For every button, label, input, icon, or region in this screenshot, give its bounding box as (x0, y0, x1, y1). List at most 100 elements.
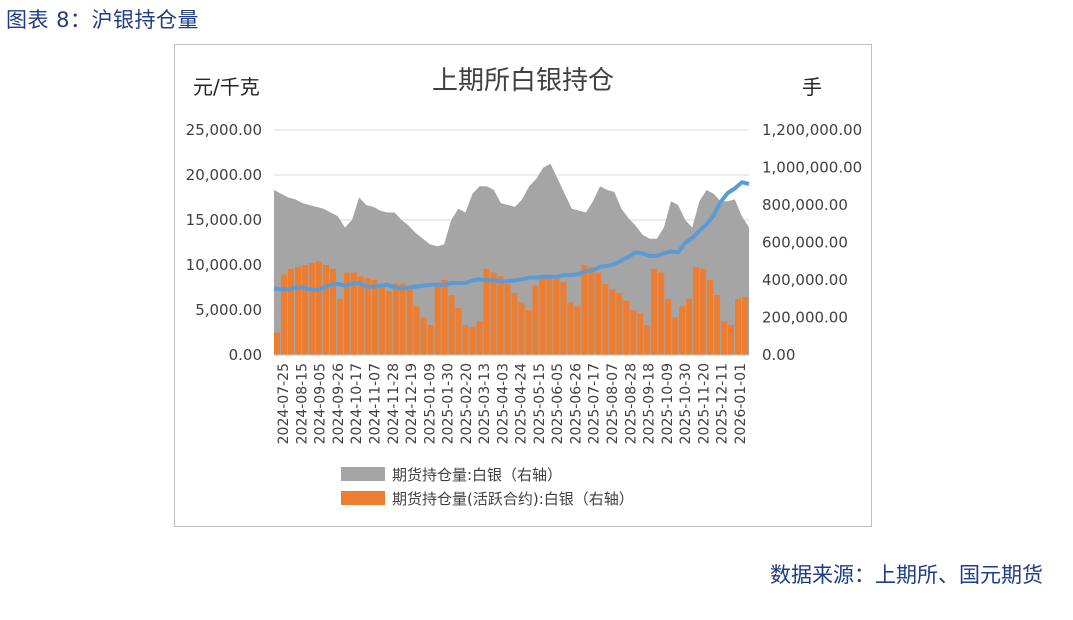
active-oi-bar (274, 332, 280, 355)
x-tick-label: 2024-11-07 (368, 363, 384, 444)
legend-label-active: 期货持仓量(活跃合约):白银（右轴） (392, 490, 634, 508)
x-tick-label: 2025-03-13 (477, 363, 493, 444)
x-axis: 2024-07-25 2024-08-15 2024-09-05 2024-09-26… (274, 354, 749, 444)
active-oi-bar (322, 265, 329, 355)
active-oi-bar (511, 293, 518, 355)
active-oi-bar (329, 268, 336, 356)
x-tick-label: 2025-04-03 (495, 363, 511, 444)
active-oi-bar (735, 298, 741, 356)
right-tick-label: 1,200,000.00 (762, 121, 862, 139)
x-tick-label: 2025-04-24 (514, 363, 530, 444)
active-oi-bar (364, 278, 371, 355)
x-tick-label: 2025-05-15 (532, 363, 548, 444)
legend-swatch-total (341, 467, 385, 481)
series-active-oi (274, 261, 748, 356)
active-oi-bar (336, 298, 343, 356)
active-oi-bar (462, 325, 469, 355)
x-tick-label: 2025-12-11 (715, 363, 731, 444)
x-tick-label: 2025-08-07 (605, 363, 621, 444)
x-tick-label: 2025-06-05 (550, 363, 566, 444)
active-oi-bar (385, 291, 392, 356)
active-oi-bar (714, 295, 721, 355)
active-oi-bar (406, 285, 413, 355)
active-oi-bar (490, 272, 497, 355)
total-oi-area (274, 163, 749, 355)
figure-caption: 图表 8：沪银持仓量 (6, 8, 200, 32)
active-oi-bar (518, 302, 525, 355)
left-tick-label: 25,000.00 (186, 121, 262, 139)
active-oi-bar (693, 266, 700, 355)
x-tick-label: 2024-11-28 (386, 363, 402, 444)
active-oi-bar (315, 261, 322, 356)
x-tick-label: 2025-01-09 (422, 363, 438, 444)
active-oi-bar (574, 306, 581, 356)
series-price-line (273, 180, 750, 293)
left-tick-label: 5,000.00 (195, 301, 262, 319)
active-oi-bar (281, 274, 287, 355)
active-oi-bar (343, 272, 350, 355)
active-oi-bar (602, 283, 609, 356)
active-oi-bar (434, 283, 441, 356)
active-oi-bar (539, 276, 546, 356)
active-oi-bar (497, 276, 504, 356)
legend-swatch-active (341, 491, 385, 505)
active-oi-bar (623, 300, 630, 355)
active-oi-bar (672, 317, 679, 355)
active-oi-bar (651, 268, 658, 356)
active-oi-bar (288, 268, 294, 356)
active-oi-bar (350, 272, 357, 355)
left-tick-label: 20,000.00 (186, 166, 262, 184)
active-oi-bar (295, 266, 301, 355)
left-tick-label: 0.00 (229, 346, 262, 364)
active-oi-bar (665, 298, 672, 356)
active-oi-bar (686, 298, 693, 356)
chart-canvas: 上期所白银持仓 元/千克 手 0.00 5,000.00 10,000.00 15,0… (186, 66, 863, 508)
left-tick-label: 15,000.00 (186, 211, 262, 229)
active-oi-bar (483, 268, 490, 356)
active-oi-bar (392, 283, 399, 356)
right-tick-label: 0.00 (762, 346, 795, 364)
active-oi-bar (420, 317, 427, 355)
left-axis-unit-label: 元/千克 (193, 75, 260, 99)
active-oi-bar (546, 278, 553, 355)
chart-legend: 期货持仓量:白银（右轴） 期货持仓量(活跃合约):白银（右轴） (341, 466, 634, 508)
active-oi-bar (637, 313, 644, 356)
active-oi-bar (357, 276, 364, 356)
x-tick-label: 2025-02-20 (459, 363, 475, 444)
right-tick-label: 600,000.00 (762, 234, 848, 252)
x-tick-label: 2025-10-30 (678, 363, 694, 444)
x-tick-label: 2024-09-26 (331, 363, 347, 444)
x-tick-label: 2025-10-09 (660, 363, 676, 444)
active-oi-bar (658, 272, 665, 355)
active-oi-bar (630, 310, 637, 355)
active-oi-bar (371, 280, 378, 355)
x-tick-label: 2024-08-15 (294, 363, 310, 444)
active-oi-bar (679, 306, 686, 356)
active-oi-bar (455, 308, 462, 355)
x-tick-label: 2024-12-19 (404, 363, 420, 444)
x-tick-label: 2025-01-30 (441, 363, 457, 444)
active-oi-bar (595, 272, 602, 355)
x-tick-label: 2024-10-17 (349, 363, 365, 444)
active-oi-bar (448, 295, 455, 355)
chart-frame: 上期所白银持仓 元/千克 手 0.00 5,000.00 10,000.00 15,0… (174, 44, 872, 527)
active-oi-bar (413, 306, 420, 356)
active-oi-bar (399, 283, 406, 356)
active-oi-bar (700, 268, 707, 356)
x-tick-label: 2026-01-01 (733, 363, 749, 444)
series-total-oi (274, 163, 749, 355)
active-oi-bar (532, 285, 539, 355)
x-tick-label: 2025-06-26 (568, 363, 584, 444)
legend-label-total: 期货持仓量:白银（右轴） (392, 466, 562, 484)
active-oi-bar (308, 263, 315, 355)
right-tick-label: 200,000.00 (762, 309, 848, 327)
active-oi-bar (469, 326, 476, 355)
active-oi-bar (721, 321, 728, 356)
active-oi-bar (427, 325, 434, 355)
active-oi-bar (567, 302, 574, 355)
left-y-axis: 0.00 5,000.00 10,000.00 15,000.00 20,000.00 2… (186, 121, 262, 364)
active-oi-bar (504, 283, 511, 356)
active-oi-bar (301, 265, 308, 355)
left-tick-label: 10,000.00 (186, 256, 262, 274)
active-oi-bar (476, 321, 483, 356)
